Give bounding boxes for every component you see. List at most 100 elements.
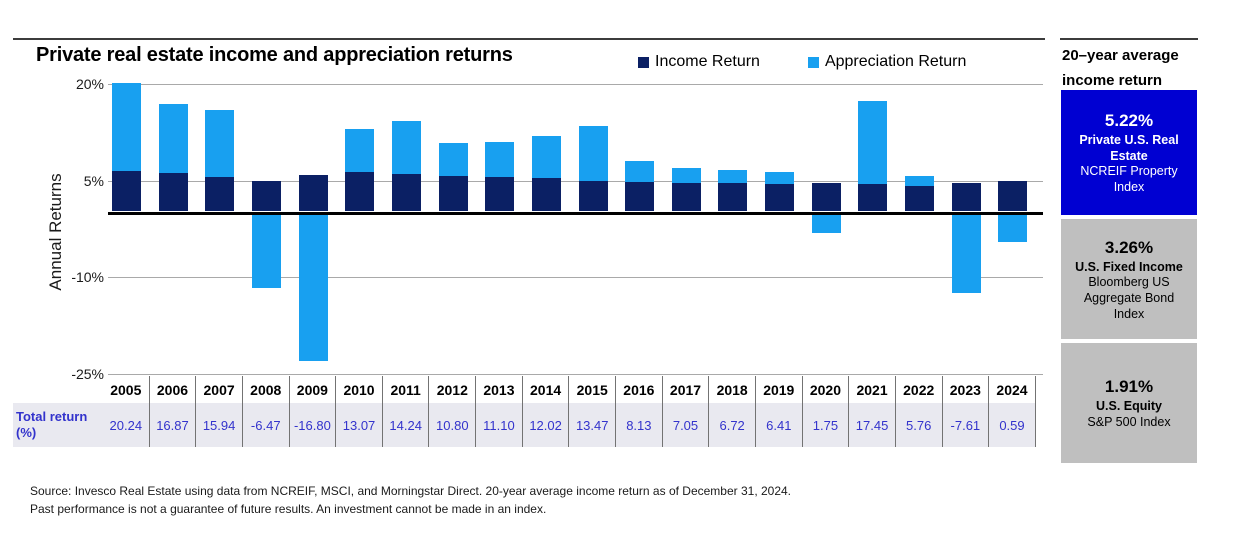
year-header-cell-2023: 2023 bbox=[943, 376, 990, 403]
stat-value: 5.22% bbox=[1104, 111, 1154, 131]
disclaimer-note: Past performance is not a guarantee of f… bbox=[30, 502, 547, 516]
bar-appreciation-2014 bbox=[531, 135, 561, 179]
income-swatch-icon bbox=[638, 56, 649, 68]
year-header-cell-2009: 2009 bbox=[290, 376, 337, 403]
bar-income-2013 bbox=[485, 176, 515, 212]
year-header-cell-2012: 2012 bbox=[429, 376, 477, 403]
legend-income-label: Income Return bbox=[655, 53, 760, 70]
main-top-rule bbox=[13, 38, 1045, 40]
year-header-cell-2011: 2011 bbox=[383, 376, 430, 403]
year-header-cell-2020: 2020 bbox=[803, 376, 850, 403]
bar-income-2023 bbox=[951, 183, 981, 212]
bar-income-2008 bbox=[251, 180, 281, 212]
bar-appreciation-2011 bbox=[391, 121, 421, 174]
bar-appreciation-2024 bbox=[998, 214, 1028, 243]
bar-appreciation-2008 bbox=[251, 214, 281, 289]
total-return-cell-2006: 16.87 bbox=[150, 403, 197, 447]
bar-appreciation-2012 bbox=[438, 143, 468, 177]
bar-income-2020 bbox=[811, 183, 841, 212]
total-return-cell-2015: 13.47 bbox=[569, 403, 617, 447]
zero-axis-line bbox=[108, 211, 1043, 215]
year-header-cell-2015: 2015 bbox=[569, 376, 617, 403]
appreciation-swatch-icon bbox=[807, 56, 819, 68]
total-return-cell-2018: 6.72 bbox=[709, 403, 756, 447]
total-return-cell-2023: -7.61 bbox=[943, 403, 990, 447]
stat-card-3: 1.91% U.S. Equity S&P 500 Index bbox=[1061, 343, 1197, 463]
total-return-cell-2022: 5.76 bbox=[896, 403, 943, 447]
bar-appreciation-2021 bbox=[858, 100, 888, 184]
bar-income-2005 bbox=[112, 171, 142, 212]
total-return-cell-2010: 13.07 bbox=[336, 403, 383, 447]
total-return-label: Total return (%) bbox=[16, 408, 88, 440]
bar-income-2024 bbox=[998, 181, 1028, 212]
total-return-cell-2016: 8.13 bbox=[616, 403, 663, 447]
bar-appreciation-2022 bbox=[905, 175, 935, 186]
stat-index: S&P 500 Index bbox=[1087, 414, 1171, 429]
chart-title: Private real estate income and appreciat… bbox=[36, 44, 513, 66]
bar-appreciation-2016 bbox=[625, 160, 655, 183]
bar-appreciation-2020 bbox=[811, 214, 841, 233]
bar-appreciation-2007 bbox=[205, 110, 235, 177]
total-return-row: Total return (%) 20.24 16.87 15.94 -6.47 -16… bbox=[13, 403, 1036, 447]
bar-income-2018 bbox=[718, 183, 748, 212]
sidebar-title: 20–year average income return bbox=[1060, 44, 1198, 94]
total-return-cell-2014: 12.02 bbox=[523, 403, 570, 447]
total-return-cell-2019: 6.41 bbox=[756, 403, 803, 447]
year-header-cell-2013: 2013 bbox=[476, 376, 523, 403]
sidebar-title-line2: income return bbox=[1062, 71, 1163, 89]
year-header-cell-2019: 2019 bbox=[756, 376, 803, 403]
bar-income-2019 bbox=[765, 184, 795, 212]
sidebar-top-rule bbox=[1060, 38, 1198, 40]
gridline-5% bbox=[108, 180, 1043, 182]
gridline-20% bbox=[108, 84, 1043, 86]
y-tick-label--10%: -10% bbox=[71, 269, 104, 286]
bar-income-2022 bbox=[905, 185, 935, 212]
year-header-cell-2022: 2022 bbox=[896, 376, 943, 403]
total-return-cell-2017: 7.05 bbox=[663, 403, 710, 447]
y-tick-label-20%: 20% bbox=[75, 76, 104, 93]
bar-income-2011 bbox=[391, 173, 421, 212]
bar-income-2021 bbox=[858, 184, 888, 212]
bar-appreciation-2009 bbox=[298, 214, 328, 361]
bar-appreciation-2018 bbox=[718, 169, 748, 184]
gridline--10% bbox=[108, 277, 1043, 279]
y-tick-label--25%: -25% bbox=[71, 366, 104, 382]
year-header-cell-2017: 2017 bbox=[663, 376, 710, 403]
year-header-cell-2010: 2010 bbox=[336, 376, 383, 403]
bar-income-2016 bbox=[625, 182, 655, 212]
year-header-cell-2006: 2006 bbox=[150, 376, 197, 403]
bar-appreciation-2005 bbox=[112, 82, 142, 172]
year-header-cell-2007: 2007 bbox=[196, 376, 243, 403]
total-return-cell-2024: 0.59 bbox=[989, 403, 1036, 447]
bar-appreciation-2015 bbox=[578, 126, 608, 181]
total-return-cell-2013: 11.10 bbox=[476, 403, 523, 447]
year-header-cell-2018: 2018 bbox=[709, 376, 756, 403]
bar-appreciation-2013 bbox=[485, 141, 515, 177]
total-return-cell-2021: 17.45 bbox=[849, 403, 896, 447]
legend-item-appreciation: Appreciation Return bbox=[807, 53, 967, 71]
stat-index: NCREIF Property Index bbox=[1080, 164, 1178, 195]
chart-legend: Income Return Appreciation Return bbox=[638, 53, 966, 71]
bar-income-2007 bbox=[205, 176, 235, 212]
stat-name: U.S. Equity bbox=[1096, 399, 1162, 414]
sidebar: 20–year average income return 5.22% Priva… bbox=[1060, 44, 1198, 463]
stat-index: Bloomberg US Aggregate Bond Index bbox=[1083, 275, 1175, 321]
bar-appreciation-2006 bbox=[158, 104, 188, 174]
bar-appreciation-2019 bbox=[765, 171, 795, 185]
stat-value: 3.26% bbox=[1104, 237, 1154, 257]
year-header-cell-2014: 2014 bbox=[523, 376, 570, 403]
source-note: Source: Invesco Real Estate using data f… bbox=[30, 484, 792, 498]
total-return-cell-2020: 1.75 bbox=[803, 403, 850, 447]
year-header-row: 2005 2006 2007 2008 2009 2010 2011 2012 2013 2014… bbox=[13, 376, 1036, 403]
year-header-cell-2005: 2005 bbox=[103, 376, 150, 403]
stat-name: U.S. Fixed Income bbox=[1075, 259, 1183, 274]
bar-appreciation-2010 bbox=[345, 128, 375, 172]
bar-appreciation-2017 bbox=[671, 167, 701, 183]
stat-card-2: 3.26% U.S. Fixed Income Bloomberg US Aggre… bbox=[1061, 219, 1197, 339]
total-return-cell-2008: -6.47 bbox=[243, 403, 290, 447]
legend-appreciation-label: Appreciation Return bbox=[824, 53, 967, 70]
stat-card-1: 5.22% Private U.S. Real Estate NCREIF Prop… bbox=[1061, 90, 1197, 215]
year-header-cell-2021: 2021 bbox=[849, 376, 896, 403]
bar-income-2010 bbox=[345, 171, 375, 212]
